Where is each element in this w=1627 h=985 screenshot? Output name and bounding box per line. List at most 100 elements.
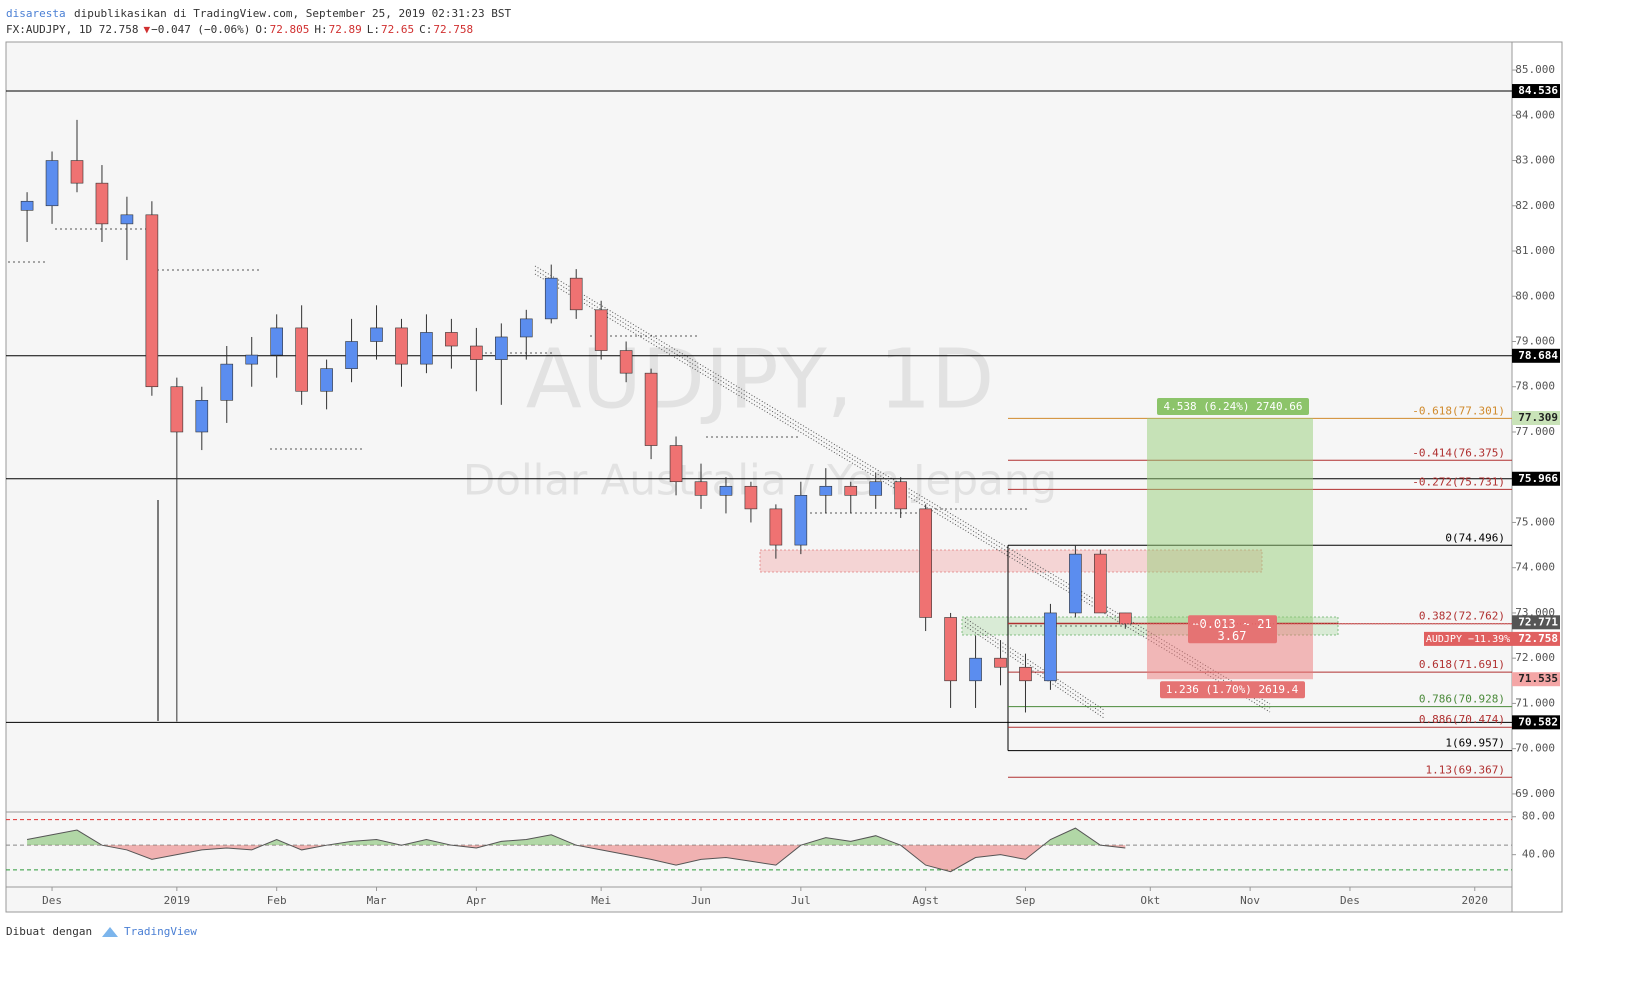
rsi-tick-label: 80.00 bbox=[1522, 810, 1555, 823]
fib-label: 0.886(70.474) bbox=[1419, 713, 1505, 726]
published: dipublikasikan di TradingView.com, Septe… bbox=[74, 7, 511, 20]
candle-body bbox=[495, 336, 508, 360]
price-tag-bg bbox=[1512, 84, 1560, 99]
candle-body bbox=[794, 495, 808, 546]
y-tick-label: 77.000 bbox=[1515, 425, 1555, 438]
candle-body bbox=[969, 657, 982, 682]
candle-body bbox=[744, 485, 758, 510]
price-tag-bg bbox=[1512, 348, 1560, 363]
candle-body bbox=[270, 327, 283, 356]
x-tick-label: Jul bbox=[791, 894, 811, 907]
candle-body bbox=[694, 481, 708, 496]
brand-logo bbox=[102, 927, 118, 937]
candle-body bbox=[470, 345, 483, 360]
ratio-label: 3.67 bbox=[1218, 629, 1247, 643]
fib-label: 0.618(71.691) bbox=[1419, 658, 1505, 671]
symbol-line: FX:AUDJPY, 1D 72.758 ▼ −0.047 (−0.06%) O: 72… bbox=[6, 23, 473, 36]
x-tick-label: Feb bbox=[267, 894, 287, 907]
candle-body bbox=[994, 657, 1007, 668]
candle-body bbox=[195, 400, 209, 433]
candle-body bbox=[295, 327, 308, 392]
author[interactable]: disaresta bbox=[6, 7, 66, 20]
made-with: Dibuat dengan bbox=[6, 925, 92, 938]
y-tick-label: 75.000 bbox=[1515, 515, 1555, 528]
price-tag: 75.966 bbox=[1518, 472, 1558, 485]
target-zone bbox=[1147, 417, 1313, 624]
watermark-sub: Dollar Australia / Yen Jepang bbox=[463, 456, 1057, 505]
y-tick-label: 69.000 bbox=[1515, 787, 1555, 800]
price-tag: 70.582 bbox=[1518, 715, 1558, 728]
header-low: 72.65 bbox=[381, 23, 414, 36]
last-price-tag: 72.758 bbox=[1518, 632, 1558, 645]
x-tick-label: Jun bbox=[691, 894, 711, 907]
candle-body bbox=[1119, 612, 1132, 625]
x-tick-label: 2019 bbox=[164, 894, 191, 907]
y-tick-label: 83.000 bbox=[1515, 154, 1555, 167]
price-tag: 72.771 bbox=[1518, 615, 1558, 628]
x-tick-label: Mei bbox=[591, 894, 611, 907]
candle-body bbox=[1019, 666, 1032, 682]
last-price-tag-bg bbox=[1512, 631, 1560, 646]
candle-body bbox=[345, 341, 358, 369]
last-price-name: AUDJPY −11.39% bbox=[1426, 634, 1510, 645]
y-tick-label: 82.000 bbox=[1515, 199, 1555, 212]
candle-body bbox=[245, 354, 259, 365]
candle-body bbox=[544, 277, 558, 320]
candle-body bbox=[1044, 612, 1057, 682]
header-change: −0.047 (−0.06%) bbox=[151, 23, 250, 36]
price-tag-bg bbox=[1512, 410, 1560, 425]
candle-body bbox=[594, 309, 608, 351]
brand[interactable]: TradingView bbox=[124, 925, 197, 938]
candle-body bbox=[1069, 553, 1082, 614]
candle-body bbox=[95, 182, 109, 225]
candle-body bbox=[20, 200, 34, 211]
price-tag: 84.536 bbox=[1518, 84, 1558, 97]
header-open-label: O: bbox=[255, 23, 268, 36]
y-tick-label: 74.000 bbox=[1515, 561, 1555, 574]
trend-line bbox=[964, 621, 1105, 715]
candle-body bbox=[420, 332, 433, 365]
candle-body bbox=[145, 214, 159, 388]
candle-body bbox=[644, 372, 658, 446]
candle-body bbox=[395, 327, 408, 365]
header-high: 72.89 bbox=[329, 23, 362, 36]
fib-label: -0.618(77.301) bbox=[1412, 404, 1505, 417]
x-tick-label: Apr bbox=[466, 894, 486, 907]
y-tick-label: 70.000 bbox=[1515, 742, 1555, 755]
candle-body bbox=[719, 485, 733, 496]
price-tag-bg bbox=[1512, 615, 1560, 630]
y-tick-label: 84.000 bbox=[1515, 108, 1555, 121]
header-open: 72.805 bbox=[270, 23, 310, 36]
x-tick-label: Mar bbox=[367, 894, 387, 907]
rsi-line bbox=[26, 827, 1126, 873]
candle-body bbox=[370, 327, 383, 342]
candle-body bbox=[769, 508, 783, 546]
fib-label: -0.272(75.731) bbox=[1412, 475, 1505, 488]
fib-label: -0.414(76.375) bbox=[1412, 446, 1505, 459]
x-tick-label: 2020 bbox=[1462, 894, 1489, 907]
status-tag bbox=[1188, 615, 1277, 644]
y-tick-label: 79.000 bbox=[1515, 334, 1555, 347]
candle-body bbox=[519, 318, 533, 338]
fib-label: 1(69.957) bbox=[1445, 737, 1505, 750]
candle-body bbox=[445, 332, 458, 347]
x-tick-label: Okt bbox=[1140, 894, 1160, 907]
candle-body bbox=[944, 617, 957, 682]
rsi-fill-down bbox=[27, 845, 1126, 872]
header-close: 72.758 bbox=[433, 23, 473, 36]
x-tick-label: Nov bbox=[1240, 894, 1260, 907]
candle-body bbox=[170, 386, 184, 433]
rsi-tick-label: 40.00 bbox=[1522, 848, 1555, 861]
candle-body bbox=[669, 445, 683, 483]
candle-body bbox=[844, 485, 858, 496]
candle-body bbox=[1094, 553, 1107, 614]
price-tag-bg bbox=[1512, 672, 1560, 687]
header-high-label: H: bbox=[314, 23, 327, 36]
stop-label: 1.236 (1.70%) 2619.4 bbox=[1166, 683, 1299, 696]
y-tick-label: 72.000 bbox=[1515, 651, 1555, 664]
fib-label: 1.13(69.367) bbox=[1426, 763, 1505, 776]
x-tick-label: Des bbox=[42, 894, 62, 907]
price-tag-bg bbox=[1512, 715, 1560, 730]
header-symbol: FX:AUDJPY, 1D 72.758 bbox=[6, 23, 138, 36]
